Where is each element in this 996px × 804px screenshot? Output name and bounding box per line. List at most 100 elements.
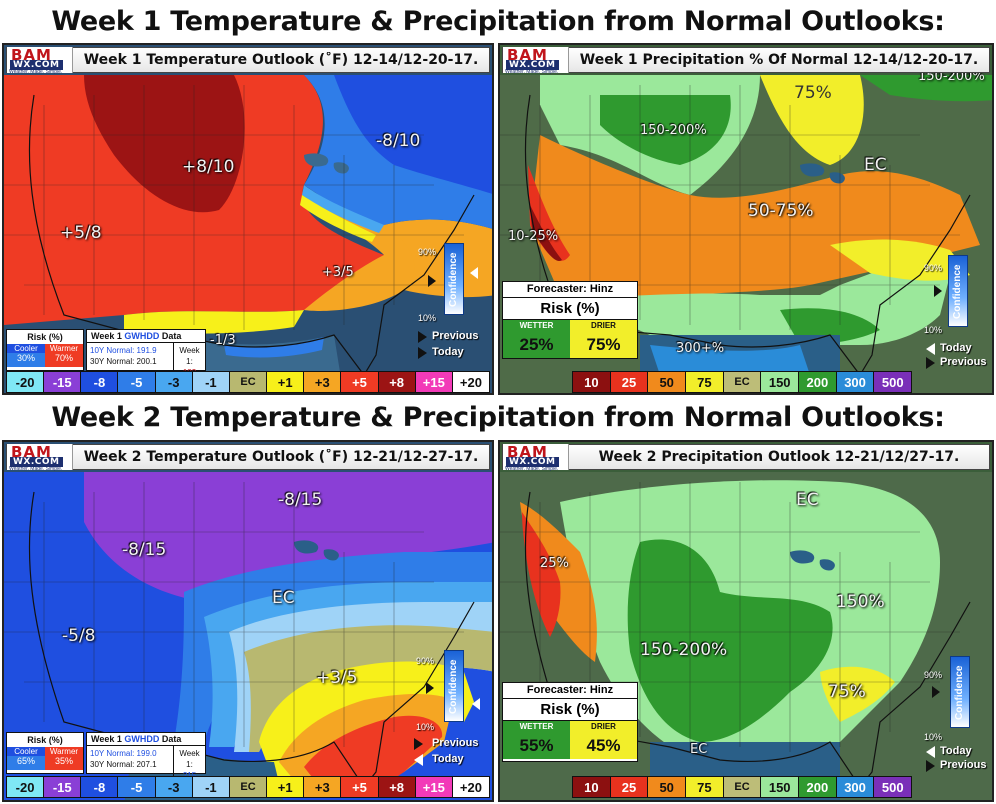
warmer-label: Warmer [45, 747, 83, 756]
legend-cell: 200 [799, 372, 837, 392]
today-legend-arrow-icon [418, 347, 427, 359]
week1-temperature-title: Week 1 Temperature Outlook (˚F) 12-14/12… [83, 52, 479, 68]
temperature-legend: -20 -15 -8 -5 -3 -1 EC +1 +3 +5 +8 +15 +20 [6, 776, 490, 798]
week1-temperature-title-bar: BAM WX.COM Weather. Made. Simple. Week 1… [6, 46, 490, 75]
warmer-value: 70% [45, 353, 83, 367]
gwhdd-10y-normal: 10Y Normal: 199.0 [90, 749, 157, 758]
legend-cell: -8 [81, 372, 119, 392]
map-label: +5/8 [60, 223, 102, 243]
legend-cell: +20 [452, 372, 490, 392]
confidence-low: 10% [924, 325, 943, 335]
legend-cell: 25 [610, 372, 649, 392]
forecaster-name: Forecaster: Hinz [503, 282, 637, 298]
legend-cell: 150 [761, 372, 800, 392]
wetter-value: 55% [503, 733, 570, 759]
today-arrow-icon [472, 698, 480, 710]
week1-temperature-map [4, 45, 492, 393]
legend-cell: 50 [648, 777, 687, 797]
gwhdd-title-prefix: Week 1 [91, 331, 125, 341]
week1-precipitation-panel: BAM WX.COM Weather. Made. Simple. Week 1… [498, 43, 994, 395]
warmer-label: Warmer [45, 344, 83, 353]
cooler-label: Cooler [7, 747, 45, 756]
confidence-low: 10% [416, 722, 435, 732]
temperature-legend: -20 -15 -8 -5 -3 -1 EC +1 +3 +5 +8 +15 +20 [6, 371, 490, 393]
map-label: EC [690, 742, 708, 757]
legend-cell: +1 [267, 777, 305, 797]
temperature-risk-box: Risk (%) Cooler Warmer 30% 70% [6, 329, 84, 371]
legend-cell: -20 [7, 777, 45, 797]
legend-cell: 10 [573, 372, 611, 392]
logo-bam: BAM [507, 46, 548, 64]
legend-cell: -1 [192, 372, 230, 392]
legend-cell: 10 [573, 777, 611, 797]
confidence-low: 10% [418, 313, 437, 323]
gwhdd-title-suffix: Data [159, 734, 182, 744]
map-label: 75% [794, 83, 832, 103]
previous-legend-arrow-icon [926, 760, 935, 772]
logo-bam: BAM [11, 443, 52, 461]
legend-cell: -15 [44, 372, 82, 392]
forecaster-risk-box: Forecaster: Hinz Risk (%) WETTER DRIER 5… [502, 682, 638, 762]
logo-tagline: Weather. Made. Simple. [505, 466, 559, 472]
legend-cell: EC [723, 777, 762, 797]
previous-legend-arrow-icon [414, 738, 423, 750]
gwhdd-10y-normal: 10Y Normal: 191.9 [90, 346, 157, 355]
legend-cell: 75 [686, 777, 724, 797]
confidence-high: 90% [416, 656, 435, 666]
legend-cell: 50 [648, 372, 687, 392]
previous-legend-arrow-icon [926, 357, 935, 369]
previous-label: Previous [432, 737, 479, 749]
bam-wx-logo: BAM WX.COM Weather. Made. Simple. [7, 46, 73, 75]
map-label: 150-200% [640, 123, 707, 138]
legend-cell: +15 [415, 777, 453, 797]
wetter-label: WETTER [503, 721, 570, 733]
drier-label: DRIER [570, 721, 637, 733]
today-label: Today [432, 753, 464, 765]
legend-cell: 25 [610, 777, 649, 797]
map-label: -5/8 [62, 626, 96, 646]
week2-precipitation-panel: BAM WX.COM Weather. Made. Simple. Week 2… [498, 440, 994, 802]
legend-cell: +20 [452, 777, 490, 797]
previous-arrow-icon [932, 686, 940, 698]
map-label: 25% [540, 556, 569, 571]
legend-cell: +3 [304, 372, 342, 392]
previous-arrow-icon [428, 275, 436, 287]
confidence-label: Confidence [952, 264, 963, 319]
legend-cell: 200 [799, 777, 837, 797]
gwhdd-week-value: 215 [182, 771, 197, 780]
gwhdd-week-label: Week 1: [179, 346, 200, 366]
precipitation-legend: 10 25 50 75 EC 150 200 300 500 [572, 776, 912, 798]
logo-bam: BAM [11, 46, 52, 64]
week1-precipitation-map [500, 45, 992, 393]
map-label: 300+% [676, 341, 725, 356]
map-label: +8/10 [182, 157, 235, 177]
confidence-bar [948, 255, 968, 327]
confidence-label: Confidence [448, 659, 459, 714]
risk-title: Risk (%) [27, 735, 63, 745]
legend-cell: 300 [836, 372, 875, 392]
today-label: Today [940, 342, 972, 354]
legend-cell: EC [229, 777, 268, 797]
map-label: +3/5 [316, 668, 358, 688]
confidence-high: 90% [924, 263, 943, 273]
gwhdd-data-box: Week 1 GWHDD Data 10Y Normal: 191.9 30Y … [86, 329, 206, 380]
wetter-value: 25% [503, 332, 570, 358]
today-legend-arrow-icon [414, 754, 423, 766]
legend-cell: +5 [341, 777, 379, 797]
previous-arrow-icon [426, 682, 434, 694]
legend-cell: +1 [267, 372, 305, 392]
logo-wx: WX.COM [10, 457, 63, 467]
map-label: 150-200% [640, 640, 728, 660]
previous-label: Previous [940, 356, 987, 368]
warmer-value: 35% [45, 756, 83, 770]
risk-title: Risk (%) [503, 699, 637, 721]
today-arrow-icon [470, 267, 478, 279]
gwhdd-title: Week 1 GWHDD Data [87, 330, 205, 343]
map-label: 150% [836, 592, 885, 612]
week1-heading: Week 1 Temperature & Precipitation from … [51, 6, 945, 37]
logo-wx: WX.COM [506, 457, 559, 467]
legend-cell: -3 [155, 372, 193, 392]
confidence-bar [950, 656, 970, 728]
gwhdd-data-box: Week 1 GWHDD Data 10Y Normal: 199.0 30Y … [86, 732, 206, 783]
legend-cell: +5 [341, 372, 379, 392]
